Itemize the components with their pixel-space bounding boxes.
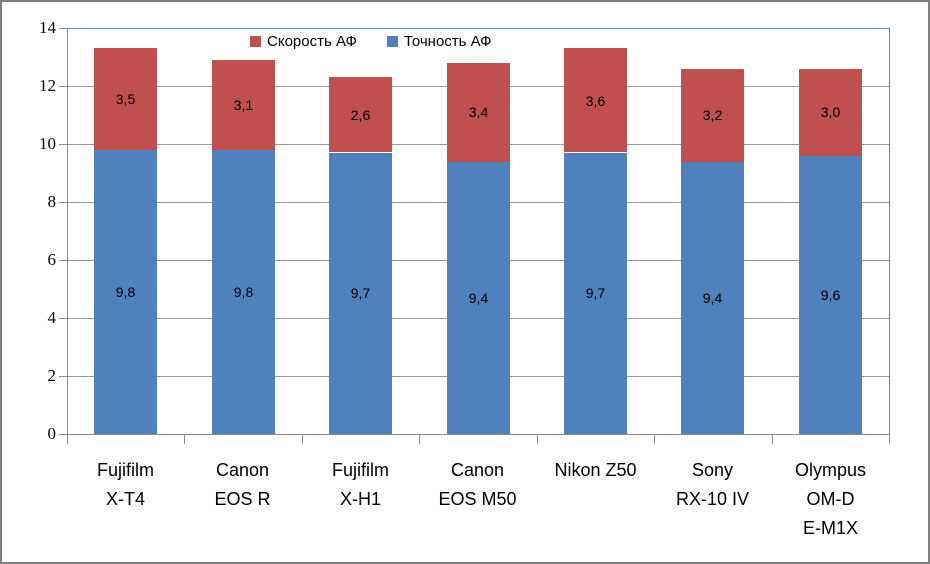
y-axis-tick <box>59 376 67 377</box>
bar-segment-speed <box>564 48 627 152</box>
legend-item: Точность АФ <box>386 33 492 50</box>
bar-segment-accuracy <box>94 150 157 434</box>
x-axis-tick <box>537 435 538 444</box>
y-axis-tick <box>59 434 67 435</box>
bar-value-label: 9,7 <box>585 285 606 301</box>
bar-value-label: 9,8 <box>233 284 254 300</box>
bar-value-label: 9,4 <box>468 290 489 306</box>
x-axis-category-label: Olympus OM-D E-M1X <box>794 460 866 538</box>
x-axis-category-label: Fujifilm X-T4 <box>97 460 154 509</box>
y-axis-tick-label: 2 <box>47 366 57 385</box>
x-axis-category-label: Sony RX-10 IV <box>675 460 750 509</box>
bar-segment-speed <box>329 77 392 152</box>
y-axis-tick-label: 12 <box>39 76 56 95</box>
legend-label: Точность АФ <box>403 33 492 50</box>
bar-value-label: 3,6 <box>585 93 606 109</box>
x-axis-tick <box>654 435 655 444</box>
y-axis-tick <box>59 202 67 203</box>
plot-border-top <box>67 28 890 29</box>
bar-segment-accuracy <box>799 156 862 434</box>
y-axis-tick <box>59 260 67 261</box>
bar-segment-accuracy <box>681 161 744 434</box>
legend-swatch-icon <box>386 36 398 47</box>
y-axis-tick-label: 6 <box>47 250 57 269</box>
bar-segment-accuracy <box>564 153 627 434</box>
bar-segment-speed <box>799 69 862 156</box>
bar-value-label: 3,5 <box>115 91 136 107</box>
y-axis-tick-label: 8 <box>47 192 57 211</box>
bar-value-label: 9,8 <box>115 284 136 300</box>
bar-value-label: 3,4 <box>468 104 489 120</box>
bar-segment-speed <box>681 69 744 162</box>
bar-segment-accuracy <box>447 161 510 434</box>
legend-swatch-icon <box>250 36 261 47</box>
bar-value-label: 9,6 <box>820 287 841 303</box>
x-axis-tick <box>184 435 185 444</box>
legend: Скорость АФ Точность АФ <box>250 33 492 50</box>
bar-value-label: 9,4 <box>702 290 723 306</box>
bar-segment-speed <box>447 63 510 162</box>
y-axis-tick <box>59 86 67 87</box>
bar-segment-accuracy <box>212 150 275 434</box>
y-axis-tick <box>59 144 67 145</box>
y-axis-tick-label: 10 <box>39 134 56 153</box>
x-axis-category-label: Canon EOS M50 <box>438 460 517 509</box>
x-axis-category-label: Nikon Z50 <box>554 460 637 480</box>
bar-value-label: 2,6 <box>350 107 371 123</box>
x-axis-tick <box>889 435 890 444</box>
y-axis-line <box>67 28 68 444</box>
legend-label: Скорость АФ <box>267 33 357 50</box>
x-axis-tick <box>302 435 303 444</box>
x-axis-category-label: Canon EOS R <box>214 460 271 509</box>
x-axis-tick <box>419 435 420 444</box>
bar-value-label: 3,2 <box>702 107 723 123</box>
x-axis-category-label: Fujifilm X-H1 <box>332 460 389 509</box>
plot-border-right <box>889 28 890 434</box>
bar-value-label: 9,7 <box>350 285 371 301</box>
y-axis-tick <box>59 28 67 29</box>
y-axis-tick-label: 4 <box>47 308 57 327</box>
y-axis-tick-label: 0 <box>47 424 57 443</box>
bar-value-label: 3,0 <box>820 104 841 120</box>
x-axis-tick <box>772 435 773 444</box>
legend-item: Скорость АФ <box>250 33 357 50</box>
y-axis-tick <box>59 318 67 319</box>
bar-value-label: 3,1 <box>233 97 254 113</box>
bar-segment-speed <box>212 60 275 150</box>
bar-segment-accuracy <box>329 153 392 434</box>
x-axis-line <box>67 434 890 435</box>
y-axis-tick-label: 14 <box>39 18 56 37</box>
bar-segment-speed <box>94 48 157 150</box>
